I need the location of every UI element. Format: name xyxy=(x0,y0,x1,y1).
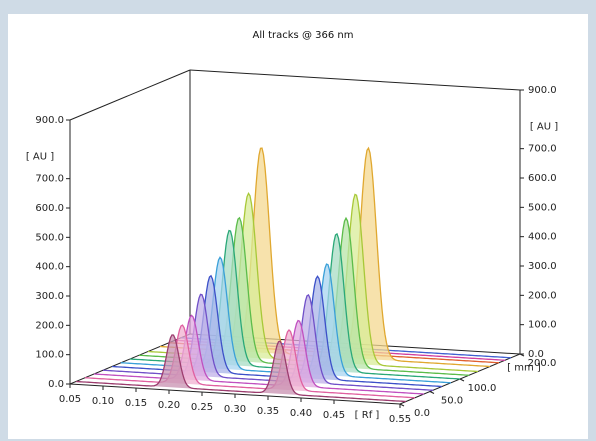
track-fill xyxy=(76,334,406,402)
z-tick-mark xyxy=(429,391,435,394)
y-tick-label: 200.0 xyxy=(35,320,64,331)
y-tick-label: 400.0 xyxy=(35,262,64,273)
axes xyxy=(66,69,525,408)
x-tick-label: 0.40 xyxy=(290,408,312,419)
x-tick-label: 0.15 xyxy=(125,398,147,409)
y-tick-label: 600.0 xyxy=(35,203,64,214)
x-tick-label: 0.45 xyxy=(323,410,345,421)
y-tick-label: 100.0 xyxy=(35,350,64,361)
top-left-depth xyxy=(69,69,191,121)
x-tick-label: 0.35 xyxy=(257,406,279,417)
x-tick-label: 0.10 xyxy=(92,396,114,407)
y-tick-label: 700.0 xyxy=(35,174,64,185)
track-line xyxy=(75,334,407,403)
x-tick-label: 0.25 xyxy=(191,402,213,413)
track-line xyxy=(85,324,416,399)
y-tick-label: 900.0 xyxy=(35,115,64,126)
x-tick-label: 0.30 xyxy=(224,404,246,415)
axis-labels: 0.0 100.0 200.0 300.0 400.0 500.0 600.0 700.0 90… xyxy=(26,85,558,425)
y-tick-label: 0.0 xyxy=(48,379,64,390)
x-tick-label: 0.05 xyxy=(59,394,81,405)
right-y-axis-label: [ AU ] xyxy=(530,122,558,133)
z-tick-mark xyxy=(459,378,465,382)
z-tick-mark xyxy=(399,403,405,407)
right-y-tick-label: 900.0 xyxy=(528,85,557,96)
z-tick-label: 0.0 xyxy=(414,408,430,419)
right-y-tick-label: 600.0 xyxy=(528,173,557,184)
right-y-tick-label: 100.0 xyxy=(528,320,557,331)
y-axis-label: [ AU ] xyxy=(26,152,54,163)
chart-svg: All tracks @ 366 nm 0.0 100.0 200.0 300.0 40… xyxy=(26,30,558,425)
y-tick-label: 300.0 xyxy=(35,291,64,302)
right-y-tick-label: 700.0 xyxy=(528,144,557,155)
right-y-tick-label: 500.0 xyxy=(528,202,557,213)
back-top-line xyxy=(189,69,521,91)
x-tick-label: 0.20 xyxy=(158,400,180,411)
x-tick-label: 0.55 xyxy=(389,414,411,425)
chart-title: All tracks @ 366 nm xyxy=(253,30,354,41)
track-line xyxy=(103,293,434,391)
right-y-tick-label: 300.0 xyxy=(528,261,557,272)
track-line xyxy=(93,314,425,395)
x-axis-label: [ Rf ] xyxy=(355,410,380,421)
right-y-tick-label: 400.0 xyxy=(528,232,557,243)
chart-frame: All tracks @ 366 nm 0.0 100.0 200.0 300.0 40… xyxy=(8,14,588,439)
right-y-tick-label: 0.0 xyxy=(528,349,544,360)
z-tick-label: 200.0 xyxy=(528,358,557,369)
z-tick-label: 100.0 xyxy=(468,383,497,394)
traces xyxy=(75,146,512,403)
y-tick-label: 500.0 xyxy=(35,232,64,243)
z-tick-label: 50.0 xyxy=(441,396,463,407)
z-tick-mark xyxy=(519,353,525,357)
z-axis-label: [ mm ] xyxy=(507,363,541,374)
right-y-tick-label: 200.0 xyxy=(528,290,557,301)
